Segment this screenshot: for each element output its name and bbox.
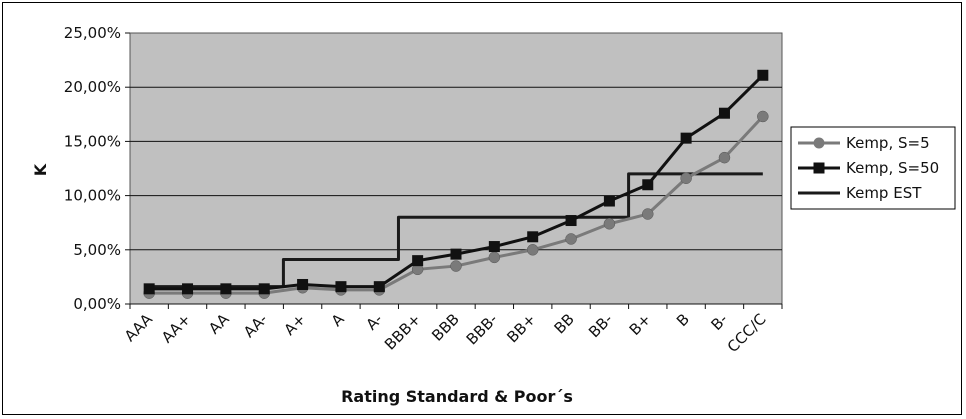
data-point-square bbox=[412, 255, 424, 267]
legend: Kemp, S=5 Kemp, S=50 Kemp EST bbox=[790, 126, 956, 210]
x-axis-title: Rating Standard & Poor´s bbox=[341, 387, 573, 406]
x-tick-label: BBB- bbox=[463, 310, 501, 348]
y-tick-label: 25,00% bbox=[64, 24, 121, 42]
x-tick-label: BB bbox=[551, 310, 578, 337]
x-tick-label: BB- bbox=[585, 310, 616, 341]
data-point-square bbox=[718, 107, 730, 119]
y-tick-label: 5,00% bbox=[73, 241, 121, 259]
data-point-circle bbox=[526, 244, 539, 256]
x-tick-label: BBB+ bbox=[381, 310, 424, 353]
x-tick-label: AA- bbox=[240, 310, 271, 341]
legend-marker-square bbox=[813, 162, 825, 174]
y-axis-title: K bbox=[31, 163, 50, 176]
data-point-circle bbox=[603, 218, 616, 230]
data-point-circle bbox=[757, 110, 769, 123]
data-point-square bbox=[642, 179, 654, 191]
x-tick-label: A bbox=[328, 310, 349, 331]
data-point-square bbox=[258, 283, 270, 295]
data-point-square bbox=[373, 281, 385, 293]
x-tick-label: AA+ bbox=[158, 310, 194, 346]
y-axis-ticks: 0,00% 5,00% 10,00% 15,00% 20,00% 25,00% bbox=[64, 24, 130, 313]
data-point-square bbox=[297, 278, 309, 290]
data-point-square bbox=[527, 231, 539, 243]
y-tick-label: 10,00% bbox=[64, 187, 121, 205]
legend-label: Kemp EST bbox=[846, 184, 922, 202]
data-point-square bbox=[143, 283, 155, 295]
x-tick-label: CCC/C bbox=[724, 310, 770, 356]
x-tick-label: B bbox=[673, 310, 693, 330]
data-point-square bbox=[220, 283, 232, 295]
y-tick-label: 15,00% bbox=[64, 132, 121, 150]
data-point-circle bbox=[680, 172, 692, 185]
data-point-square bbox=[450, 248, 462, 260]
series-group bbox=[143, 69, 769, 299]
y-tick-label: 0,00% bbox=[73, 295, 121, 313]
data-point-circle bbox=[642, 208, 654, 220]
x-tick-label: BBB bbox=[428, 310, 463, 345]
data-point-circle bbox=[488, 251, 501, 264]
y-tick-label: 20,00% bbox=[64, 78, 121, 96]
data-point-circle bbox=[718, 151, 731, 164]
x-tick-label: B+ bbox=[626, 310, 655, 339]
data-point-circle bbox=[450, 260, 462, 272]
data-point-square bbox=[603, 195, 615, 207]
data-point-square bbox=[488, 241, 500, 253]
x-tick-label: AA bbox=[205, 310, 233, 338]
legend-marker-circle bbox=[813, 137, 825, 149]
legend-label: Kemp, S=5 bbox=[846, 134, 930, 152]
legend-label: Kemp, S=50 bbox=[846, 159, 939, 177]
data-point-square bbox=[680, 132, 692, 144]
x-tick-label: BB+ bbox=[503, 310, 539, 346]
series-line bbox=[149, 172, 763, 289]
x-tick-label: A+ bbox=[281, 310, 310, 339]
x-tick-label: B- bbox=[707, 310, 731, 334]
data-point-square bbox=[335, 281, 347, 293]
data-point-square bbox=[565, 215, 577, 227]
data-point-square bbox=[182, 283, 194, 295]
data-point-square bbox=[757, 69, 769, 81]
x-axis-ticks: AAA AA+ AA AA- A+ A A-BBB+ BBB BBB- BB+ BB BB- B+ B B-… bbox=[121, 303, 783, 356]
x-tick-label: AAA bbox=[121, 310, 157, 346]
data-point-circle bbox=[565, 233, 577, 245]
x-tick-label: A- bbox=[363, 310, 387, 334]
